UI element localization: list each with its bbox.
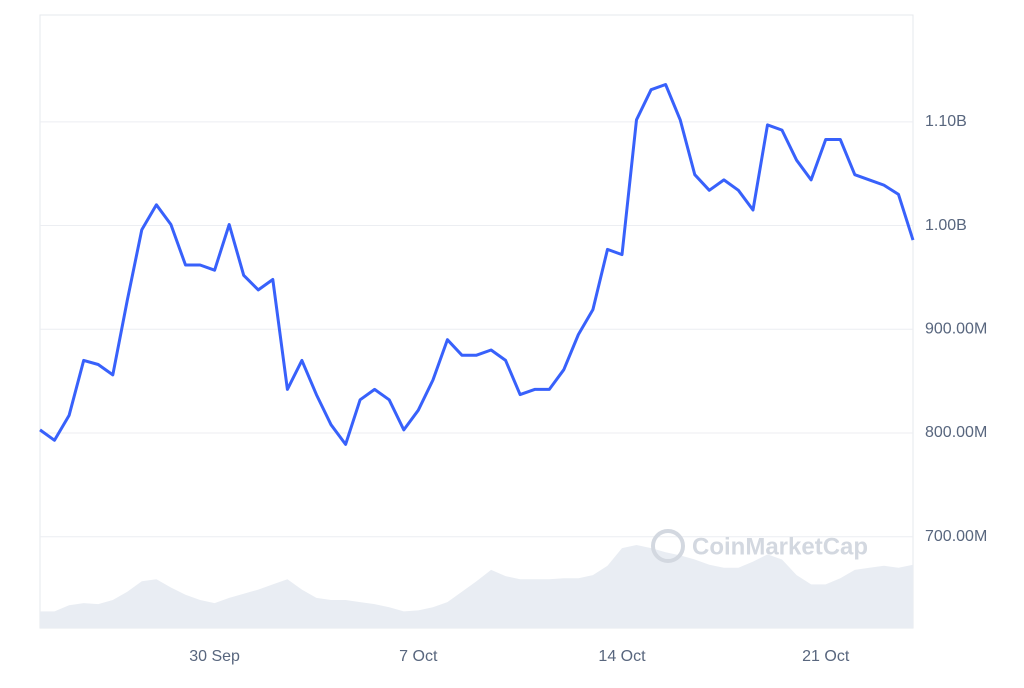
y-tick-label: 1.10B bbox=[925, 113, 967, 130]
y-tick-label: 900.00M bbox=[925, 320, 987, 337]
line bbox=[39, 83, 915, 446]
y-tick-label: 1.00B bbox=[925, 217, 967, 234]
x-tick-label: 14 Oct bbox=[598, 648, 646, 665]
watermark: CoinMarketCap bbox=[692, 533, 868, 560]
y-tick-label: 700.00M bbox=[925, 528, 987, 545]
marks bbox=[39, 83, 915, 628]
x-tick-label: 21 Oct bbox=[802, 648, 850, 665]
watermark-logo bbox=[651, 529, 685, 563]
x-tick-label: 30 Sep bbox=[189, 648, 240, 665]
y-tick-label: 800.00M bbox=[925, 424, 987, 441]
area bbox=[40, 545, 913, 628]
x-tick-label: 7 Oct bbox=[399, 648, 438, 665]
